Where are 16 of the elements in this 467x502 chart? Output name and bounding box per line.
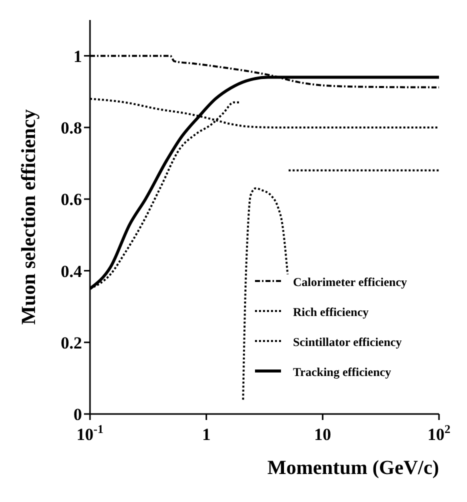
y-tick-label: 0.8 bbox=[60, 118, 82, 138]
x-tick-label: 10 bbox=[314, 425, 332, 444]
y-tick-label: 0.2 bbox=[60, 333, 82, 352]
y-tick-label: 0.4 bbox=[60, 262, 82, 281]
legend-label: Rich efficiency bbox=[293, 305, 369, 319]
y-tick-label: 0 bbox=[74, 405, 82, 424]
legend-label: Scintillator efficiency bbox=[293, 335, 402, 349]
x-tick-label: 1 bbox=[202, 425, 211, 444]
legend-label: Tracking efficiency bbox=[293, 365, 392, 379]
y-axis-title: Muon selection efficiency bbox=[18, 109, 40, 325]
x-tick-label: 10$^{2}$ bbox=[428, 422, 451, 444]
y-tick-label: 1 bbox=[74, 46, 82, 66]
x-axis-title: Momentum (GeV/c) bbox=[267, 457, 439, 479]
x-tick-label: 10$^{-1}$ bbox=[76, 422, 104, 444]
legend-label: Calorimeter efficiency bbox=[293, 275, 408, 289]
y-tick-label: 0.6 bbox=[60, 190, 82, 210]
